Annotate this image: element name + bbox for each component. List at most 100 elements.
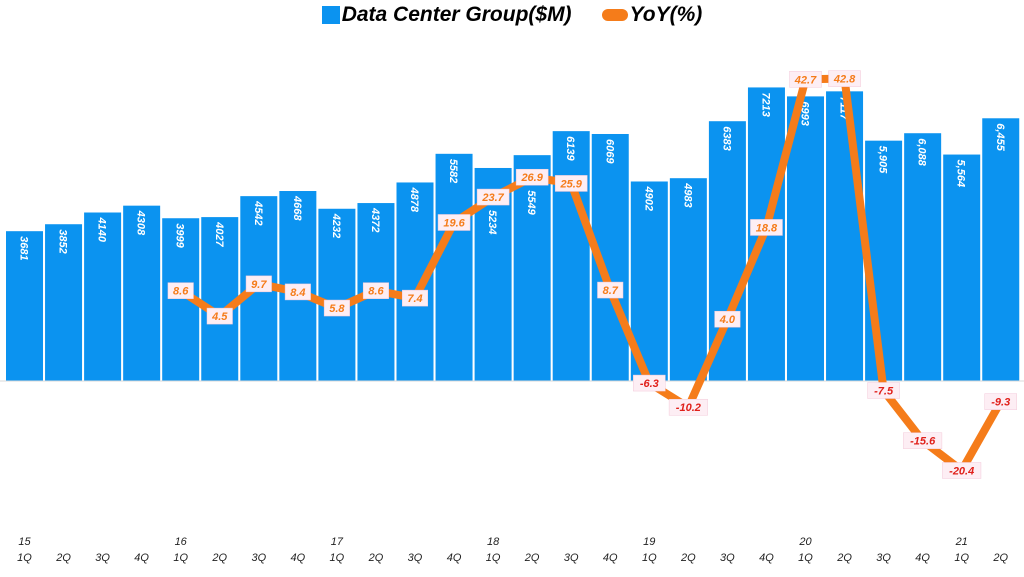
x-tick-label: 2Q [680, 552, 696, 564]
bar [6, 231, 43, 381]
bar-value-label: 4372 [369, 207, 381, 232]
x-year-label: 16 [175, 536, 188, 548]
x-tick-label: 2Q [368, 552, 384, 564]
yoy-value-label: -15.6 [910, 436, 936, 448]
yoy-label-box [633, 374, 666, 392]
bar-value-label: 5,905 [877, 146, 889, 174]
yoy-label-box [714, 310, 741, 328]
x-year-label: 17 [331, 536, 344, 548]
bar-value-label: 5,564 [955, 160, 967, 188]
yoy-label-box [402, 289, 428, 307]
bar-value-label: 6383 [720, 126, 732, 150]
yoy-label-box [942, 462, 982, 479]
x-tick-label: 2Q [55, 552, 71, 564]
yoy-value-label: 4.0 [719, 314, 736, 326]
x-tick-label: 3Q [408, 552, 423, 564]
x-tick-label: 1Q [798, 552, 813, 564]
legend-swatch-bar [321, 6, 340, 24]
legend-label-line: YoY(%) [629, 3, 703, 26]
bar [513, 155, 551, 381]
yoy-value-label: 42.7 [794, 74, 817, 86]
yoy-value-label: 19.6 [443, 217, 465, 229]
x-tick-label: 3Q [95, 552, 110, 564]
bar [669, 178, 707, 381]
x-tick-label: 1Q [954, 552, 969, 564]
yoy-value-label: 8.7 [603, 285, 619, 297]
bar [826, 91, 864, 381]
yoy-value-label: 25.9 [559, 178, 582, 190]
yoy-value-label: -10.2 [676, 402, 701, 414]
bar [904, 133, 942, 381]
x-tick-label: 3Q [251, 552, 266, 564]
yoy-value-label: -7.5 [874, 386, 894, 398]
x-tick-label: 1Q [173, 552, 188, 564]
yoy-label-box [828, 70, 861, 87]
bar [123, 205, 161, 381]
legend: Data Center Group($M) YoY(%) [0, 0, 1024, 30]
yoy-value-label: 7.4 [407, 293, 422, 305]
yoy-label-box [515, 168, 549, 186]
bar [318, 208, 356, 381]
bar-value-label: 3999 [174, 223, 186, 248]
bar-value-label: 4542 [252, 200, 264, 225]
yoy-label-box [167, 282, 194, 299]
bar [552, 131, 590, 381]
x-year-label: 20 [798, 536, 812, 548]
yoy-label-box [668, 398, 708, 416]
bar-value-label: 5549 [525, 190, 537, 215]
yoy-value-label: 23.7 [481, 192, 504, 204]
x-tick-label: 3Q [876, 552, 891, 564]
bar-value-label: 6139 [564, 136, 576, 161]
bar-value-label: 3681 [18, 236, 30, 260]
yoy-value-label: 26.9 [520, 172, 543, 184]
yoy-label-box [789, 71, 822, 88]
yoy-label-box [323, 299, 350, 317]
x-tick-label: 4Q [603, 552, 618, 564]
x-tick-label: 1Q [642, 552, 657, 564]
bar [787, 96, 824, 382]
yoy-value-label: 8.4 [290, 287, 305, 299]
bar [943, 154, 981, 381]
legend-swatch-line [601, 9, 628, 21]
bar-value-label: 4983 [681, 182, 693, 207]
x-tick-label: 2Q [524, 552, 540, 564]
bar-value-label: 4308 [135, 210, 147, 236]
yoy-label-box [284, 283, 311, 301]
legend-label-bar: Data Center Group($M) [341, 3, 572, 26]
x-tick-label: 4Q [447, 552, 462, 564]
yoy-label-box [903, 432, 943, 449]
bar [45, 224, 83, 381]
yoy-value-label: 18.8 [756, 222, 778, 234]
yoy-label-box [362, 282, 389, 299]
yoy-value-label: -6.3 [640, 378, 659, 390]
x-tick-label: 4Q [291, 552, 306, 564]
x-year-label: 18 [487, 536, 500, 548]
x-tick-label: 1Q [17, 552, 32, 564]
yoy-value-label: -9.3 [991, 397, 1010, 409]
yoy-label-box [206, 307, 233, 325]
bar-value-label: 4668 [291, 195, 303, 221]
bar-value-label: 5234 [486, 210, 498, 234]
bar [201, 217, 239, 381]
x-tick-label: 1Q [330, 552, 345, 564]
yoy-line [176, 74, 1005, 475]
x-tick-label: 3Q [564, 552, 579, 564]
x-tick-label: 1Q [486, 552, 501, 564]
bar [435, 153, 473, 381]
yoy-label-box [867, 382, 900, 399]
yoy-label-box [437, 214, 471, 231]
bar [982, 118, 1020, 382]
legend-item-bar: Data Center Group($M) [321, 3, 572, 27]
x-year-label: 19 [643, 536, 655, 548]
yoy-label-box [597, 281, 624, 299]
yoy-value-label: 8.6 [173, 286, 189, 298]
yoy-label-box [245, 275, 272, 293]
yoy-label-box [984, 393, 1017, 410]
yoy-value-label: 9.7 [251, 279, 267, 291]
yoy-label-box [554, 175, 588, 192]
yoy-value-label: 5.8 [329, 303, 345, 315]
bar-value-label: 4878 [408, 186, 420, 212]
x-tick-label: 4Q [134, 552, 149, 564]
yoy-label-box [476, 188, 510, 206]
